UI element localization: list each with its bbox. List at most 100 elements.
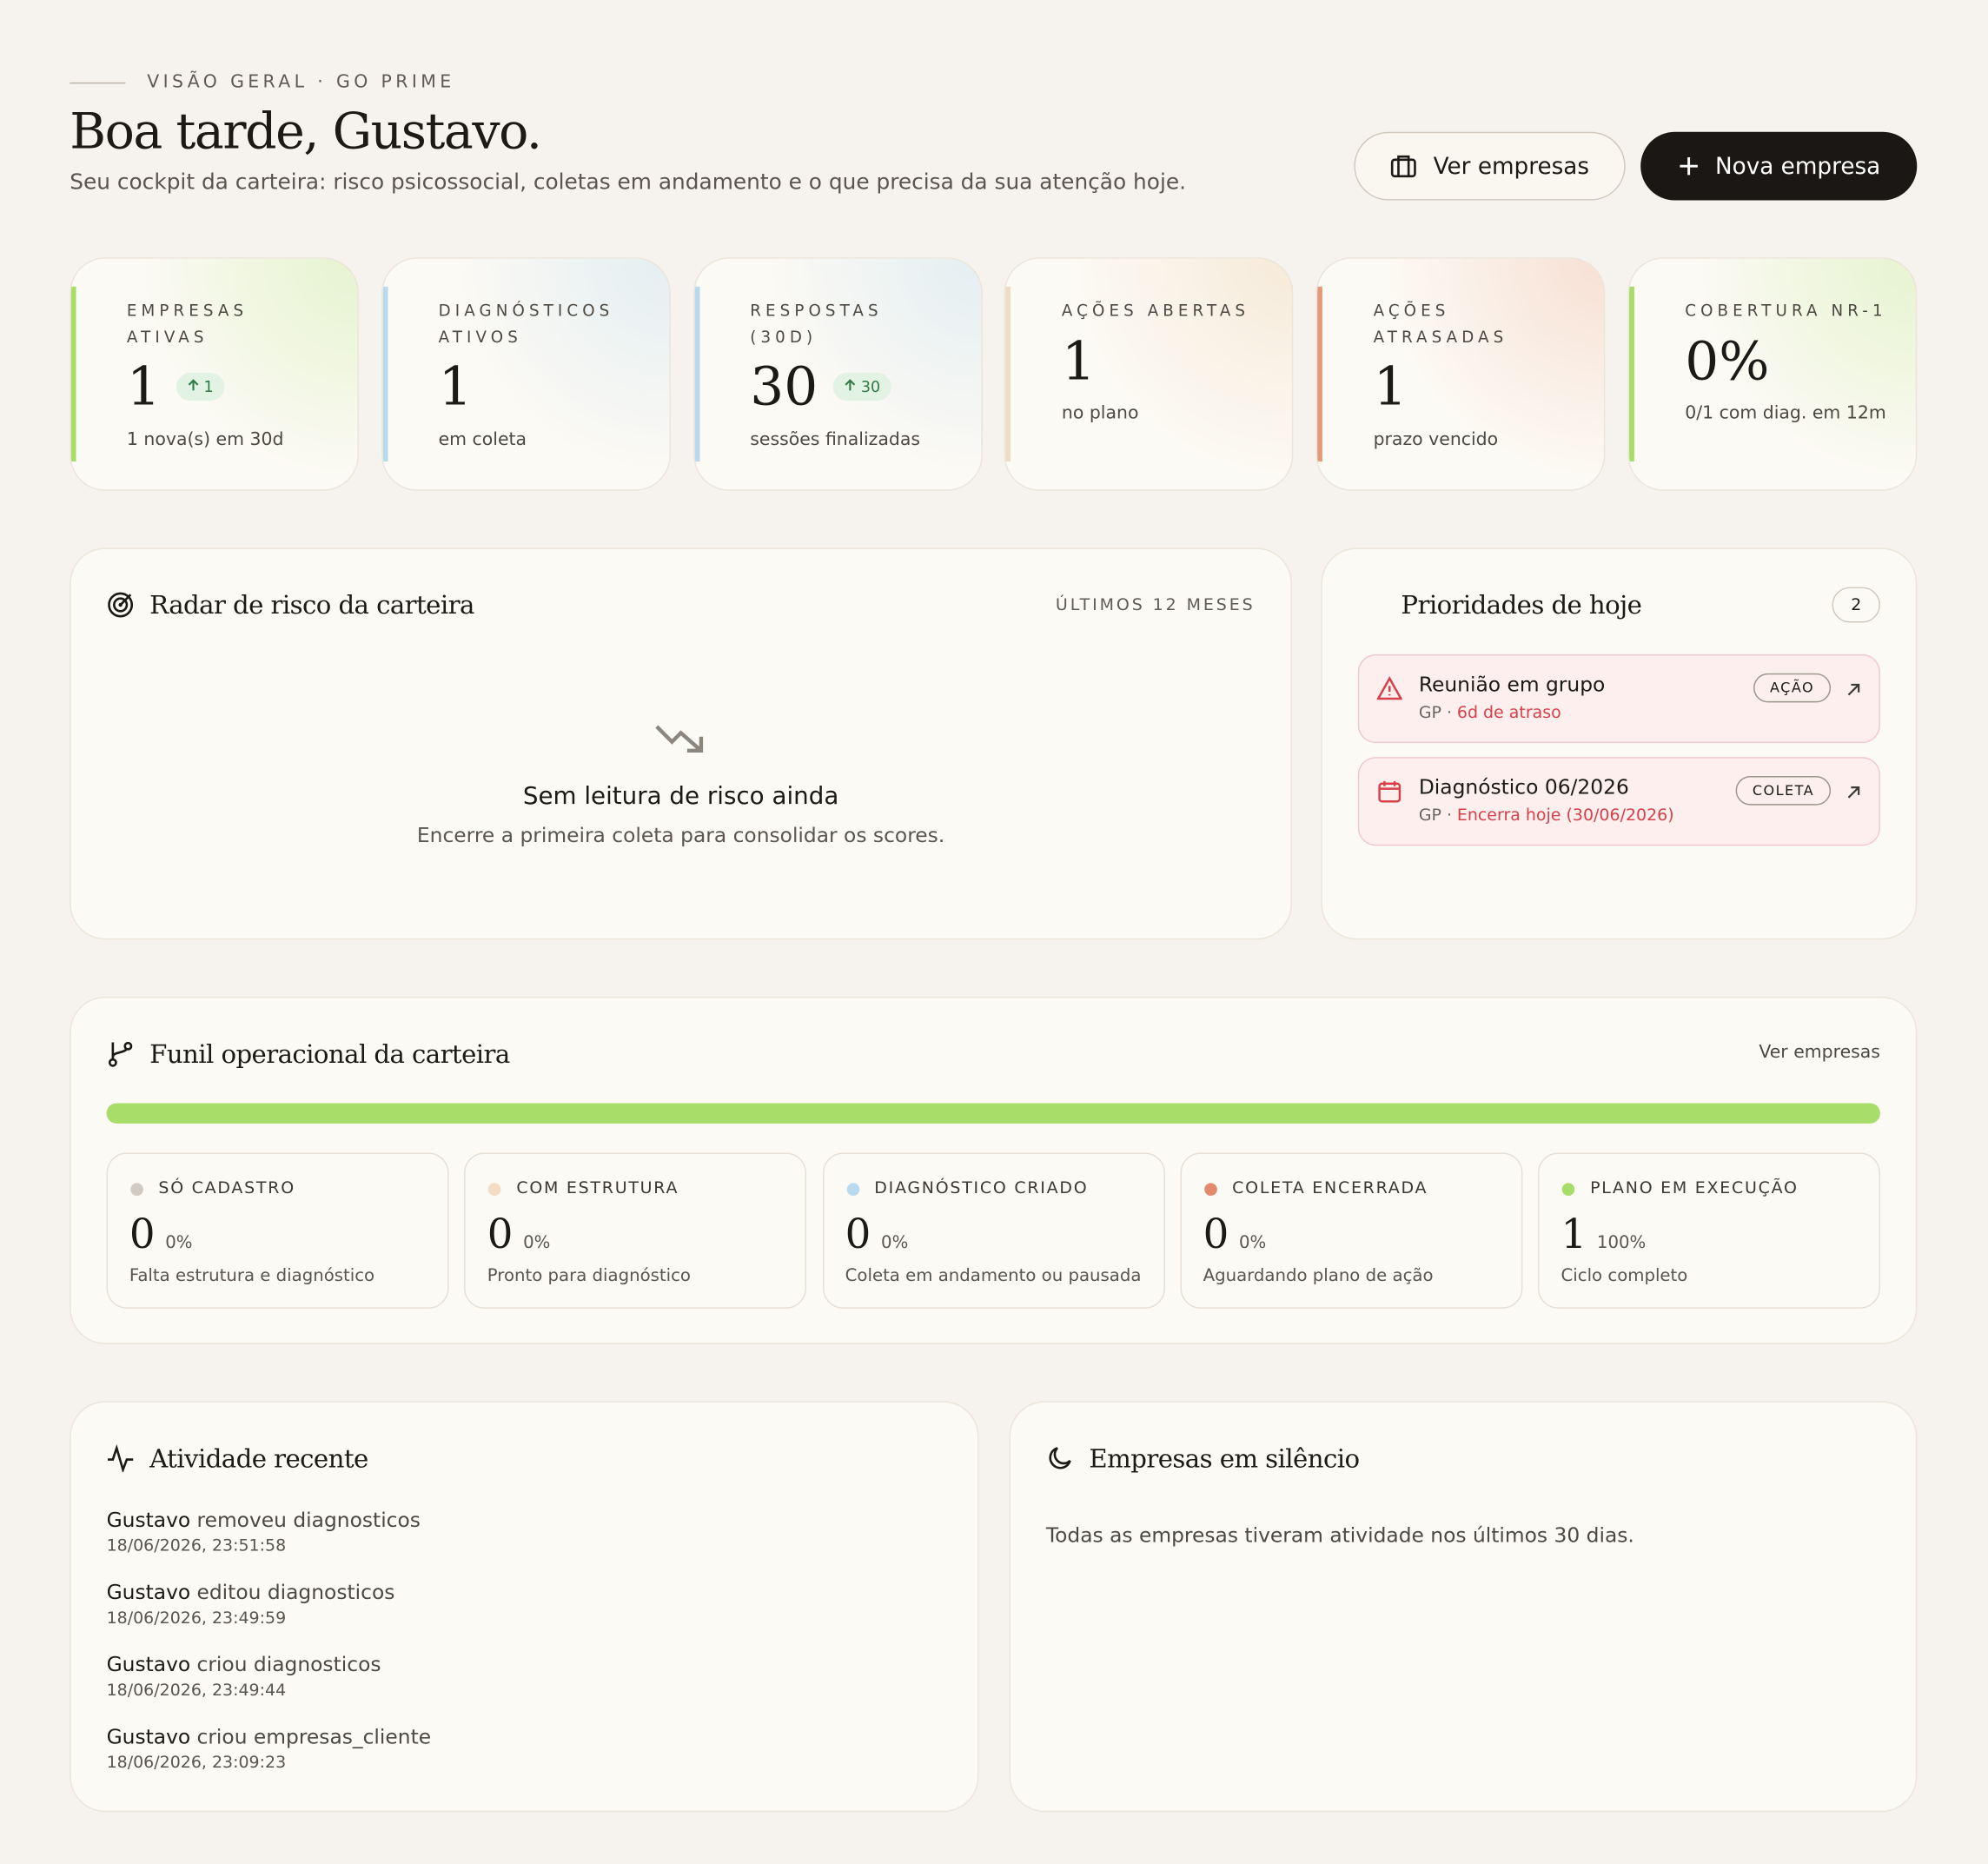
stage-percent: 0% <box>523 1232 551 1253</box>
pulse-icon <box>108 1444 134 1473</box>
priority-icon <box>1376 676 1403 706</box>
stage-count: 0 <box>845 1210 871 1258</box>
stage-value-row: 1 100% <box>1561 1210 1647 1257</box>
stage-note: Coleta em andamento ou pausada <box>845 1265 1142 1286</box>
title-text: Funil operacional da carteira <box>149 1038 510 1070</box>
activity-line: Gustavo editou diagnosticos <box>107 1580 395 1604</box>
stage-label-row: DIAGNÓSTICO CRIADO <box>846 1179 1088 1198</box>
card-title: Prioridades de hoje <box>1401 589 1642 620</box>
stage-count: 0 <box>487 1210 514 1258</box>
activity-card: Atividade recente Gustavo removeu diagnos… <box>70 1401 979 1813</box>
card-title: Empresas em silêncio <box>1046 1443 1360 1474</box>
kpi-label: AÇÕES ATRASADAS <box>1373 300 1508 347</box>
kpi-label: EMPRESAS ATIVAS <box>126 300 248 347</box>
kpi-value: 1 <box>1061 329 1096 392</box>
activity-item: Gustavo removeu diagnosticos 18/06/2026, 2… <box>107 1508 421 1556</box>
subtitle: Seu cockpit da carteira: risco psicossoc… <box>70 169 1187 196</box>
radar-card: Radar de risco da carteira ÚLTIMOS 12 ME… <box>70 547 1292 940</box>
kpi-value-row: 1 <box>439 355 473 417</box>
activity-item: Gustavo editou diagnosticos 18/06/2026, 23… <box>107 1580 395 1628</box>
kpi-label: RESPOSTAS (30D) <box>750 300 883 347</box>
stage-label: PLANO EM EXECUÇÃO <box>1590 1179 1799 1198</box>
accent-bar <box>1005 286 1011 462</box>
accent-bar <box>1629 286 1634 462</box>
kpi-value-row: 1 <box>1374 355 1408 417</box>
funnel-card: Funil operacional da carteira Ver empres… <box>70 996 1918 1344</box>
priority-item[interactable]: Diagnóstico 06/2026 GP · Encerra hoje (30/… <box>1357 757 1880 846</box>
funnel-stage: COLETA ENCERRADA 0 0% Aguardando plano de a… <box>1180 1152 1523 1309</box>
button-label: Ver empresas <box>1433 152 1590 180</box>
funnel-stage: PLANO EM EXECUÇÃO 1 100% Ciclo completo <box>1538 1152 1881 1309</box>
activity-user: Gustavo <box>106 1652 191 1677</box>
activity-time: 18/06/2026, 23:49:59 <box>106 1609 287 1629</box>
stage-dot <box>130 1182 143 1196</box>
priority-item[interactable]: Reunião em grupo GP · 6d de atraso AÇÃO <box>1357 653 1880 744</box>
activity-action: editou diagnosticos <box>196 1580 395 1604</box>
priority-tag: AÇÃO <box>1753 673 1832 703</box>
activity-user: Gustavo <box>106 1580 191 1604</box>
priority-status: 6d de atraso <box>1456 703 1561 723</box>
kpi-value-row: 30 30 <box>750 355 892 418</box>
empty-text: Encerre a primeira coleta para consolida… <box>416 823 945 847</box>
kpi-value-row: 0% <box>1685 329 1769 391</box>
kpi-delta: 1 <box>176 372 225 401</box>
priority-org: GP · <box>1418 703 1453 723</box>
stage-label: COLETA ENCERRADA <box>1232 1179 1428 1198</box>
priority-meta: GP · 6d de atraso <box>1419 704 1561 723</box>
briefcase-icon <box>1391 155 1417 178</box>
title-text: Radar de risco da carteira <box>149 589 474 620</box>
nova-empresa-button[interactable]: Nova empresa <box>1640 131 1918 201</box>
activity-time: 18/06/2026, 23:09:23 <box>106 1754 287 1773</box>
stage-value-row: 0 0% <box>1203 1210 1267 1257</box>
stage-percent: 100% <box>1596 1232 1647 1253</box>
accent-bar <box>70 286 76 462</box>
stage-label: SÓ CADASTRO <box>158 1179 295 1198</box>
open-icon <box>1846 781 1862 806</box>
kpi-note: no plano <box>1061 403 1139 424</box>
stage-label: COM ESTRUTURA <box>516 1179 679 1198</box>
kpi-note: 1 nova(s) em 30d <box>126 429 284 451</box>
priority-org: GP · <box>1418 806 1453 826</box>
open-icon <box>1846 679 1862 703</box>
stage-label-row: SÓ CADASTRO <box>130 1179 295 1198</box>
kpi-value: 1 <box>1373 355 1408 418</box>
kpi-delta: 30 <box>832 372 892 401</box>
stage-percent: 0% <box>881 1232 909 1253</box>
stage-percent: 0% <box>165 1232 193 1253</box>
ver-empresas-button[interactable]: Ver empresas <box>1354 131 1626 201</box>
stage-count: 0 <box>1203 1210 1229 1258</box>
ver-empresas-link[interactable]: Ver empresas <box>1759 1042 1880 1063</box>
kpi-value: 1 <box>438 355 473 418</box>
stage-value-row: 0 0% <box>845 1210 909 1257</box>
silence-card: Empresas em silêncio Todas as empresas t… <box>1009 1401 1918 1813</box>
priority-title: Diagnóstico 06/2026 <box>1418 774 1629 799</box>
kpi-value: 1 <box>126 355 161 418</box>
activity-line: Gustavo removeu diagnosticos <box>107 1508 421 1532</box>
funnel-stage: DIAGNÓSTICO CRIADO 0 0% Coleta em andamento… <box>822 1152 1165 1309</box>
kpi-value-row: 1 <box>1062 329 1096 391</box>
eyebrow: VISÃO GERAL · GO PRIME <box>70 72 454 92</box>
moon-icon <box>1049 1447 1071 1469</box>
greeting-title: Boa tarde, Gustavo. <box>70 103 542 162</box>
activity-user: Gustavo <box>106 1724 191 1749</box>
period-label: ÚLTIMOS 12 MESES <box>1055 595 1256 615</box>
priority-title: Reunião em grupo <box>1418 672 1606 697</box>
stage-label: DIAGNÓSTICO CRIADO <box>874 1179 1089 1198</box>
stage-value-row: 0 0% <box>129 1210 193 1257</box>
activity-action: criou diagnosticos <box>196 1652 381 1677</box>
kpi-label: AÇÕES ABERTAS <box>1061 300 1250 320</box>
accent-bar <box>694 286 699 462</box>
activity-item: Gustavo criou empresas_cliente 18/06/2026,… <box>107 1724 432 1772</box>
activity-action: removeu diagnosticos <box>196 1507 421 1532</box>
stage-dot <box>1561 1182 1575 1196</box>
kpi-value: 30 <box>750 355 818 418</box>
funnel-stage: SÓ CADASTRO 0 0% Falta estrutura e diagnóst… <box>106 1152 449 1309</box>
title-text: Empresas em silêncio <box>1089 1443 1360 1474</box>
kpi-card: DIAGNÓSTICOS ATIVOS 1 em coleta <box>381 257 671 491</box>
activity-user: Gustavo <box>106 1507 191 1532</box>
activity-line: Gustavo criou diagnosticos <box>107 1652 381 1676</box>
kpi-note: 0/1 com diag. em 12m <box>1685 403 1886 424</box>
kpi-note: sessões finalizadas <box>750 429 920 451</box>
